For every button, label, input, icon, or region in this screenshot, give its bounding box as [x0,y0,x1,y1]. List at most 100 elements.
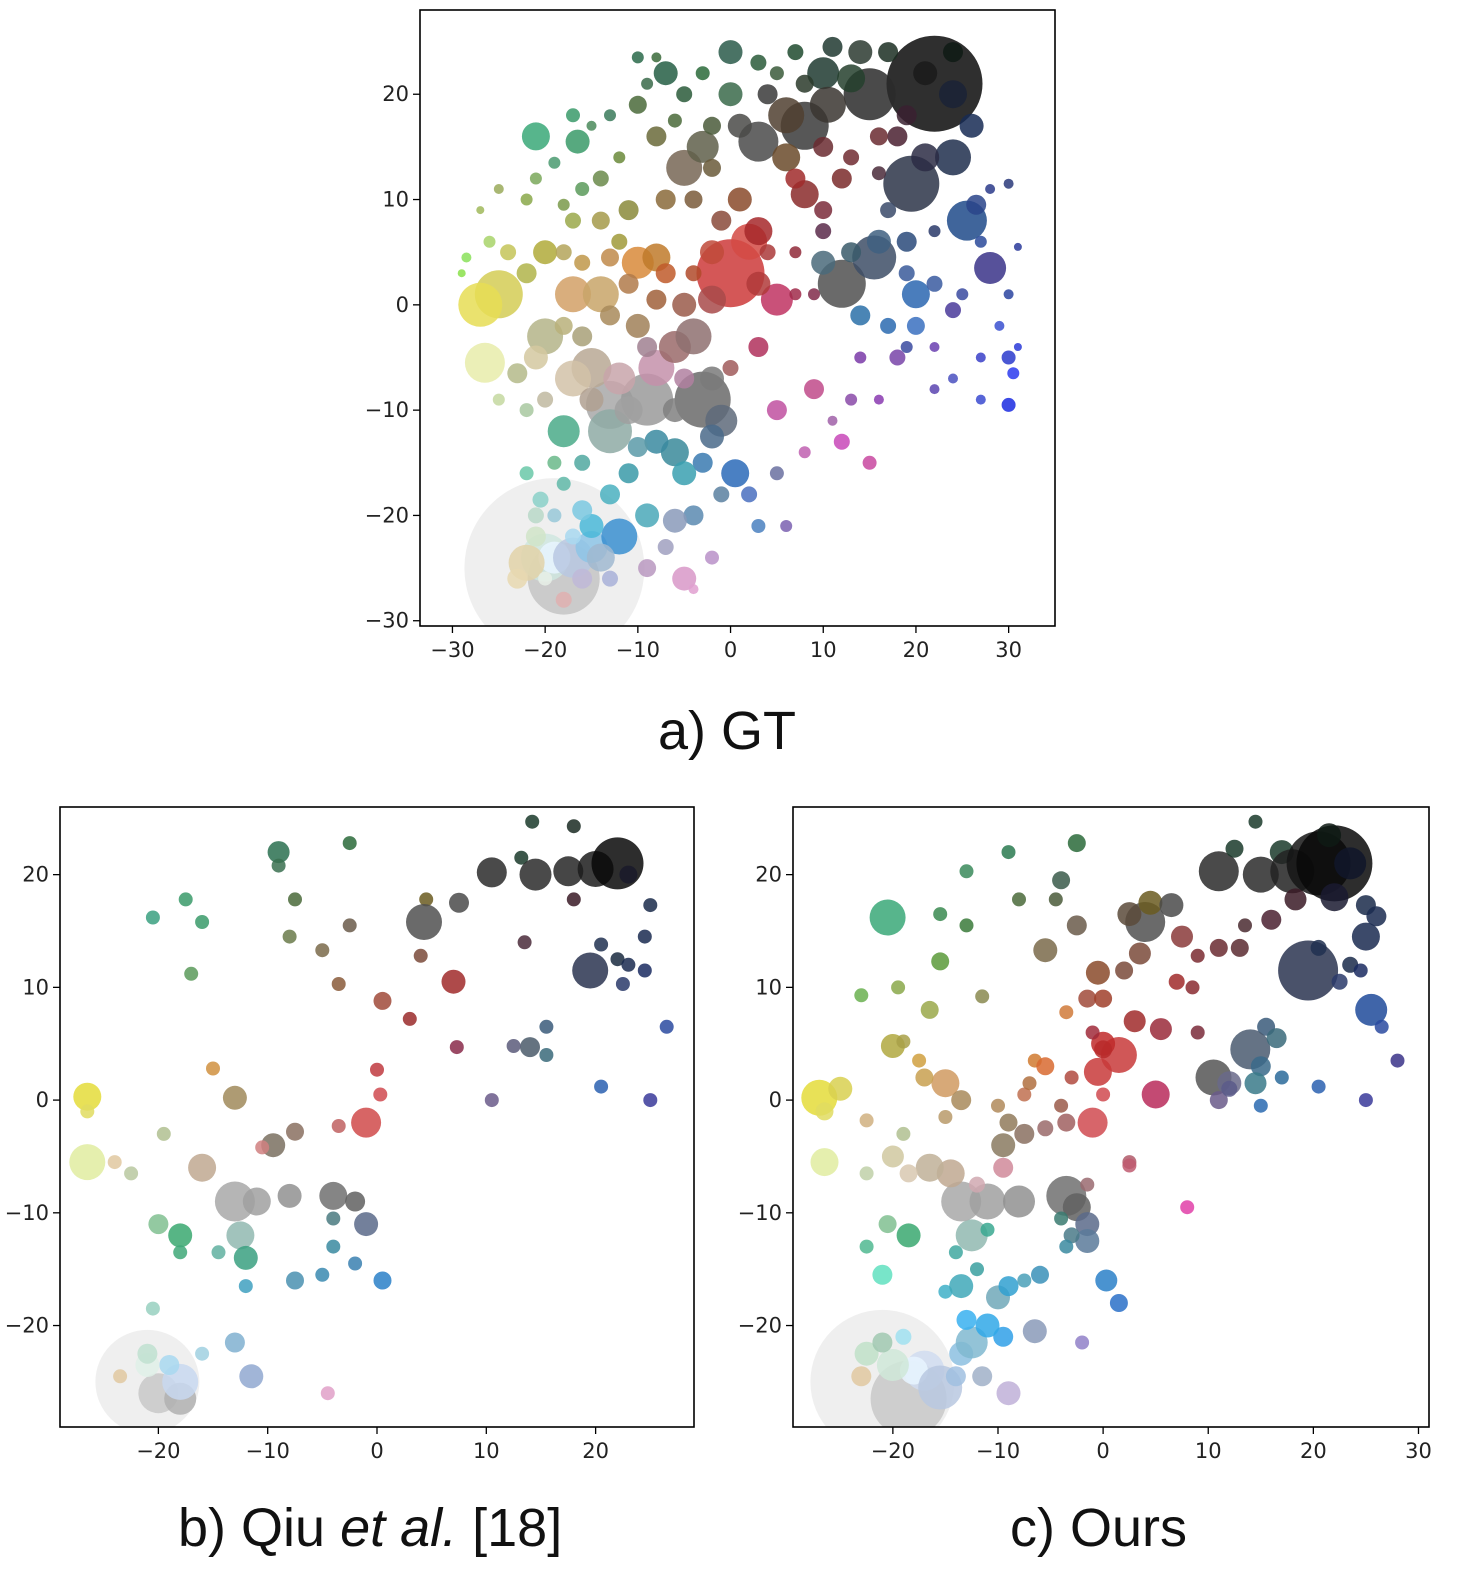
data-point [566,108,580,123]
data-point [854,1341,879,1366]
data-point [1123,1010,1146,1033]
data-point [457,269,466,278]
data-point [566,819,581,834]
data-point [1003,178,1014,189]
data-point [841,242,862,263]
data-point [618,200,639,221]
data-point [959,864,974,879]
caption-gt: a) GT [658,701,797,761]
data-point [1115,961,1134,980]
data-point [872,1332,893,1353]
data-point [1036,1057,1055,1076]
x-tick-label: 10 [810,638,837,662]
x-tick-label: 20 [903,638,930,662]
data-point [565,129,590,154]
data-point [854,988,869,1003]
data-point [938,1110,953,1124]
data-point [370,1062,384,1077]
data-point [625,313,650,338]
data-point [1054,1211,1069,1226]
y-tick-label: −20 [738,1314,782,1338]
data-point [1198,851,1239,892]
data-point [692,452,713,473]
data-point [145,1301,160,1316]
data-point [959,113,984,138]
data-point [1003,1185,1035,1218]
data-point [1022,1076,1037,1091]
data-point [959,918,974,933]
data-point [604,109,616,122]
data-point [592,170,609,187]
data-point [1238,918,1252,933]
y-tick-label: 10 [382,188,409,212]
data-point [184,966,199,981]
data-point [859,1113,874,1128]
data-point [814,201,833,220]
data-point [1037,1120,1054,1137]
data-point [901,280,930,309]
data-point [748,337,769,357]
data-point [872,1264,893,1285]
data-point [898,265,915,282]
data-point [772,143,801,172]
y-tick-label: −10 [738,1201,782,1225]
y-tick-label: 0 [396,293,409,317]
data-point [591,837,644,890]
data-point [660,438,689,467]
data-point [891,980,906,995]
data-point [688,584,699,595]
data-point [994,320,1005,331]
data-point [538,571,553,586]
data-point [233,1245,258,1270]
data-point [572,326,593,347]
data-point [520,193,533,206]
data-point [655,263,676,284]
data-point [627,437,648,457]
data-point [744,217,773,246]
data-point [113,1369,128,1384]
data-point [1278,940,1339,1001]
data-point [700,240,724,265]
data-point [900,341,913,353]
data-point [1067,834,1086,853]
data-point [1374,1019,1389,1034]
data-point [751,519,766,533]
data-point [517,935,532,950]
data-point [1225,839,1244,858]
data-point [461,252,472,263]
data-point [614,396,643,425]
data-point [1190,948,1205,963]
data-point [718,40,743,65]
data-point [464,342,505,383]
data-point [600,305,620,326]
data-point [565,212,581,229]
data-point [896,231,917,252]
data-point [373,991,392,1010]
data-point [1317,823,1342,848]
data-point [574,454,591,471]
y-tick-label: 20 [382,82,409,106]
data-point [810,1148,839,1177]
data-point [532,491,549,508]
data-point [548,156,561,169]
data-point [282,929,297,944]
data-point [1266,1028,1287,1049]
y-tick-label: 10 [22,975,49,999]
data-point [603,362,636,395]
data-point [1253,1098,1268,1113]
data-point [667,113,682,128]
data-point [641,77,654,90]
data-point [267,841,290,864]
data-point [769,466,784,481]
x-tick-label: 0 [370,1439,383,1463]
data-point [1094,989,1113,1008]
data-point [1052,871,1071,890]
data-point [955,1219,988,1252]
data-point [975,989,990,1004]
data-point [703,116,721,135]
data-point [938,1284,953,1299]
data-point [722,360,739,376]
data-point [1001,397,1016,412]
data-point [798,446,811,459]
data-point [1230,938,1249,957]
